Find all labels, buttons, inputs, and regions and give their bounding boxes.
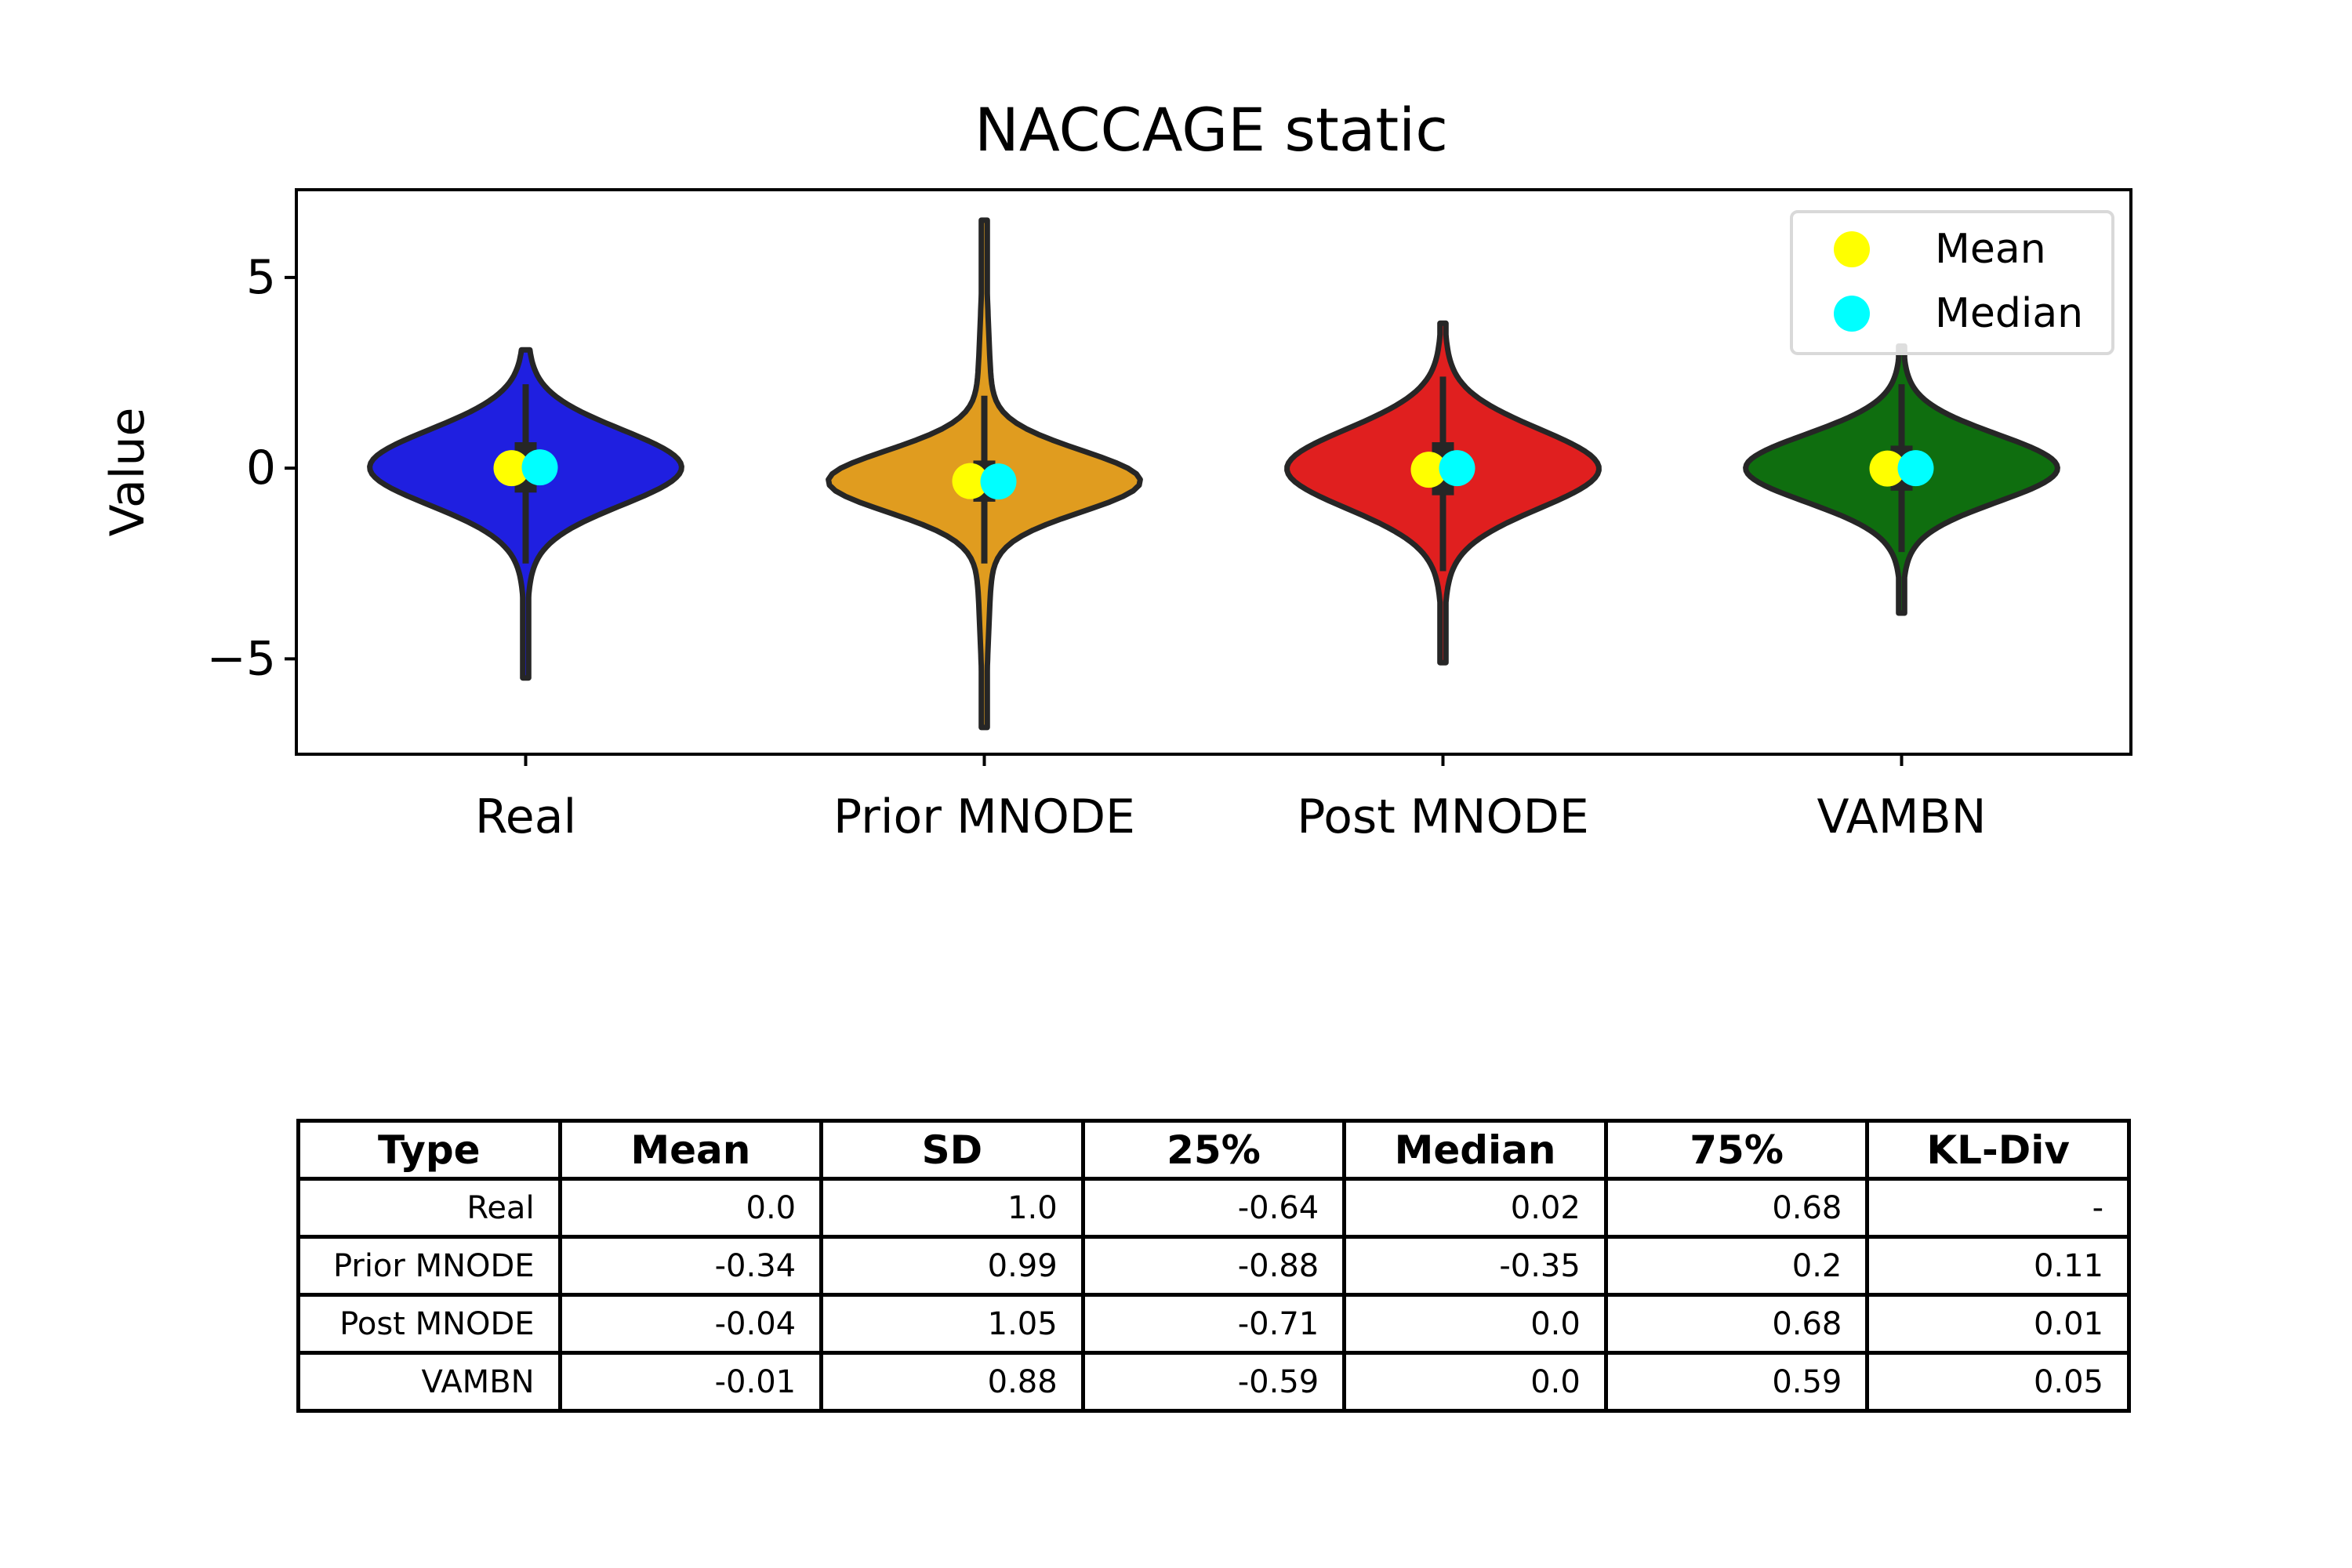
table-header-cell: Mean	[557, 1119, 824, 1181]
table-cell: -0.04	[557, 1293, 824, 1355]
legend-box	[1790, 210, 2114, 355]
table-cell: -0.01	[557, 1351, 824, 1413]
table-cell: -0.35	[1342, 1235, 1608, 1297]
mean-marker	[1410, 452, 1447, 488]
table-row: Post MNODE -0.04 1.05 -0.71 0.0 0.68 0.01	[296, 1293, 2131, 1355]
mean-marker	[1869, 450, 1906, 487]
table-row: Real 0.0 1.0 -0.64 0.02 0.68-	[296, 1177, 2131, 1239]
legend-label: Median	[1935, 290, 2083, 337]
table-header-cell: KL-Div	[1865, 1119, 2131, 1181]
table-cell: 0.68	[1603, 1177, 1870, 1239]
table-cell: Post MNODE	[296, 1293, 562, 1355]
table-cell: 0.0	[1342, 1293, 1608, 1355]
legend-marker	[1834, 231, 1870, 267]
table-cell: 0.02	[1342, 1177, 1608, 1239]
violin-group	[367, 217, 2060, 731]
median-marker	[980, 463, 1017, 500]
x-tick-label: Real	[475, 789, 576, 844]
x-tick-label: VAMBN	[1817, 789, 1986, 844]
table-body: Real 0.0 1.0 -0.64 0.02 0.68- Prior MNODE -0.34…	[296, 1177, 2131, 1413]
table-cell: 0.59	[1603, 1351, 1870, 1413]
table-cell: 0.68	[1603, 1293, 1870, 1355]
table-cell: 0.2	[1603, 1235, 1870, 1297]
table-header-cell: 75%	[1603, 1119, 1870, 1181]
table-cell: 1.0	[819, 1177, 1085, 1239]
table-header-row: Type Mean SD 25% Median 75% KL-Div	[296, 1119, 2131, 1181]
mean-marker	[952, 463, 989, 499]
x-tick-label: Prior MNODE	[833, 789, 1135, 844]
table-row: Prior MNODE -0.34 0.99 -0.88 -0.35 0.2 0.11	[296, 1235, 2131, 1297]
table-cell: -0.71	[1080, 1293, 1347, 1355]
y-tick-label: 5	[246, 250, 276, 305]
table-cell: -0.64	[1080, 1177, 1347, 1239]
legend-label: Mean	[1935, 226, 2046, 273]
table-header-cell: Type	[296, 1119, 562, 1181]
x-tick-label: Post MNODE	[1297, 789, 1589, 844]
y-axis-label: Value	[100, 408, 155, 537]
table-row: VAMBN -0.01 0.88 -0.59 0.0 0.59 0.05	[296, 1351, 2131, 1413]
table-cell: Real	[296, 1177, 562, 1239]
y-tick-label: 0	[246, 441, 276, 495]
legend-marker	[1834, 296, 1870, 332]
table-header-cell: 25%	[1080, 1119, 1347, 1181]
table-cell: -0.59	[1080, 1351, 1347, 1413]
table-cell: 0.05	[1865, 1351, 2131, 1413]
table-cell: VAMBN	[296, 1351, 562, 1413]
median-marker	[1439, 450, 1475, 487]
y-tick-label: −5	[207, 631, 276, 686]
median-marker	[1897, 450, 1934, 487]
table-header-cell: SD	[819, 1119, 1085, 1181]
mean-marker	[493, 450, 530, 487]
table-cell: 0.01	[1865, 1293, 2131, 1355]
y-axis-ticks: −5 0 5	[207, 250, 296, 686]
legend: Mean Median	[1790, 210, 2114, 355]
table-cell: 0.99	[819, 1235, 1085, 1297]
table-cell: -	[1865, 1177, 2131, 1239]
chart-title: NACCAGE static	[975, 95, 1448, 165]
table-cell: Prior MNODE	[296, 1235, 562, 1297]
plot-frame	[295, 188, 2132, 756]
table-cell: 1.05	[819, 1293, 1085, 1355]
table-cell: -0.34	[557, 1235, 824, 1297]
table-cell: 0.11	[1865, 1235, 2131, 1297]
table-cell: 0.0	[1342, 1351, 1608, 1413]
table-cell: 0.0	[557, 1177, 824, 1239]
stats-table: Type Mean SD 25% Median 75% KL-Div Real 0.0 1.0-…	[296, 1119, 2131, 1413]
median-marker	[521, 449, 558, 486]
x-axis-ticks: Real Prior MNODE Post MNODE VAMBN	[475, 754, 1987, 844]
table-cell: 0.88	[819, 1351, 1085, 1413]
table-header-cell: Median	[1342, 1119, 1608, 1181]
table-cell: -0.88	[1080, 1235, 1347, 1297]
